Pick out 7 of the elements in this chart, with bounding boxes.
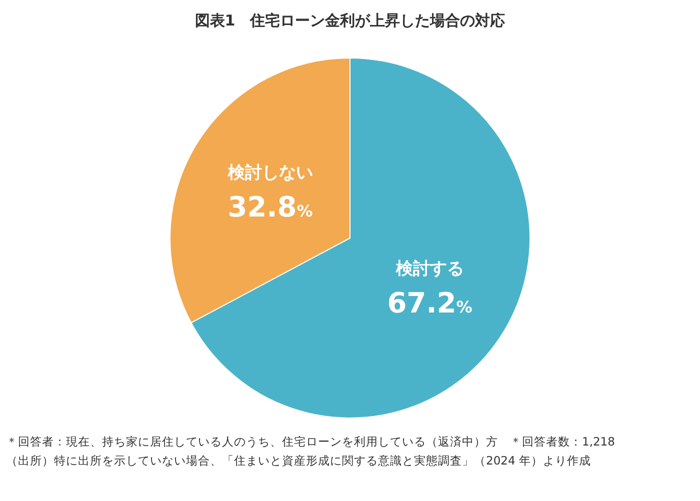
text: ＊回答者：現在、持ち家に居住している人のうち、住宅ローンを利用している（返済中）方 ＊回答者数：1,218 [6,434,615,448]
slice-label: 検討する [394,258,464,279]
data-label: 67.2% [387,286,472,320]
text: （出所）特に出所を示していない場合、「住まいと資産形成に関する意識と実態調査」（2024 年）より作成 [6,454,591,468]
slice-label: 検討しない [226,163,313,184]
chart-title: 図表1 住宅ローン金利が上昇した場合の対応 [194,12,506,30]
data-label: 32.8% [228,190,313,224]
